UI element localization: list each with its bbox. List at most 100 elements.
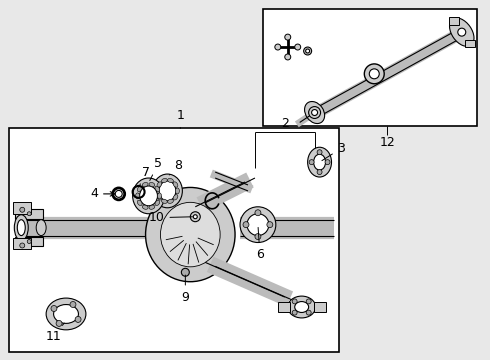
Circle shape (261, 300, 263, 301)
Circle shape (333, 102, 334, 103)
Circle shape (214, 323, 215, 324)
Circle shape (206, 292, 207, 293)
Circle shape (134, 260, 135, 261)
Circle shape (62, 236, 64, 237)
Ellipse shape (53, 305, 78, 323)
Circle shape (23, 276, 24, 277)
Circle shape (39, 244, 40, 245)
Circle shape (333, 260, 334, 261)
Circle shape (126, 172, 127, 174)
Circle shape (325, 141, 326, 142)
Circle shape (309, 110, 310, 111)
Circle shape (56, 320, 62, 327)
Circle shape (174, 165, 175, 166)
Circle shape (238, 331, 239, 332)
Circle shape (253, 307, 254, 309)
Circle shape (238, 236, 239, 237)
Circle shape (253, 315, 254, 316)
Circle shape (174, 157, 175, 158)
Circle shape (325, 244, 326, 245)
Circle shape (126, 315, 127, 316)
Circle shape (206, 260, 207, 261)
Circle shape (333, 141, 334, 142)
Circle shape (118, 323, 120, 324)
Circle shape (206, 212, 207, 213)
Circle shape (86, 236, 88, 237)
Circle shape (197, 212, 199, 213)
Ellipse shape (137, 200, 142, 206)
Circle shape (293, 228, 294, 229)
Circle shape (389, 78, 390, 80)
Circle shape (277, 157, 278, 158)
Circle shape (39, 292, 40, 293)
Circle shape (221, 276, 223, 277)
Circle shape (118, 331, 120, 332)
Circle shape (30, 228, 32, 229)
Circle shape (365, 23, 366, 24)
Circle shape (452, 62, 453, 63)
Circle shape (301, 62, 302, 63)
Circle shape (277, 323, 278, 324)
Circle shape (47, 236, 48, 237)
Circle shape (174, 188, 175, 189)
Circle shape (349, 23, 350, 24)
Circle shape (166, 268, 167, 269)
Bar (314, 302, 325, 312)
Circle shape (39, 252, 40, 253)
Circle shape (349, 31, 350, 32)
Circle shape (436, 110, 438, 111)
Circle shape (317, 86, 318, 87)
Circle shape (349, 54, 350, 55)
Circle shape (317, 110, 318, 111)
Circle shape (54, 236, 56, 237)
Circle shape (428, 94, 430, 95)
Circle shape (54, 307, 56, 309)
Circle shape (78, 165, 79, 166)
Circle shape (238, 284, 239, 285)
Circle shape (214, 212, 215, 213)
Circle shape (293, 331, 294, 332)
Circle shape (39, 307, 40, 309)
Circle shape (158, 188, 159, 189)
Circle shape (333, 204, 334, 206)
Circle shape (396, 54, 398, 55)
Circle shape (214, 252, 215, 253)
Circle shape (78, 196, 79, 198)
Circle shape (285, 165, 286, 166)
Circle shape (245, 196, 246, 198)
Circle shape (78, 300, 79, 301)
Circle shape (166, 220, 167, 221)
Circle shape (118, 284, 120, 285)
Circle shape (126, 236, 127, 237)
Circle shape (150, 268, 151, 269)
Circle shape (253, 276, 254, 277)
Circle shape (47, 276, 48, 277)
Circle shape (317, 220, 318, 221)
Circle shape (317, 70, 318, 71)
Circle shape (293, 180, 294, 181)
Circle shape (86, 260, 88, 261)
Circle shape (110, 220, 111, 221)
Circle shape (166, 315, 167, 316)
Circle shape (110, 141, 111, 142)
Circle shape (197, 307, 199, 309)
Circle shape (182, 331, 183, 332)
Circle shape (78, 212, 79, 213)
Circle shape (118, 268, 120, 269)
Circle shape (78, 149, 79, 150)
Circle shape (94, 315, 96, 316)
Circle shape (301, 228, 302, 229)
Circle shape (468, 78, 469, 80)
Circle shape (206, 331, 207, 332)
Circle shape (23, 236, 24, 237)
Circle shape (245, 228, 246, 229)
Circle shape (118, 188, 120, 189)
Circle shape (349, 94, 350, 95)
Circle shape (158, 276, 159, 277)
Circle shape (174, 331, 175, 332)
Circle shape (158, 252, 159, 253)
Circle shape (317, 212, 318, 213)
Circle shape (253, 300, 254, 301)
Circle shape (158, 180, 159, 181)
Circle shape (285, 39, 286, 40)
